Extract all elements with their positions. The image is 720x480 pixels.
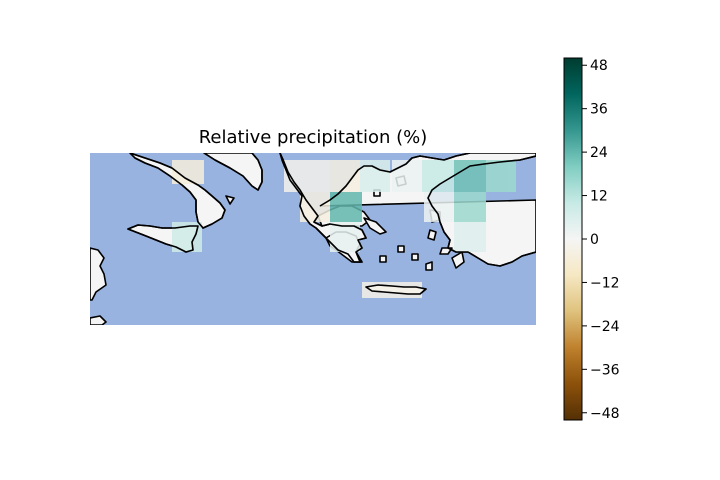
land-rhodes [451,251,465,269]
coast-aegean-north [319,153,536,267]
map-panel [90,153,536,325]
colorbar-tick-label: 12 [590,189,608,205]
colorbar-tick-label: 0 [590,232,599,248]
colorbar-tick-label: 36 [590,102,608,118]
land-island-3 [425,261,433,271]
land-africa [90,247,107,325]
chart-title: Relative precipitation (%) [199,127,428,148]
grid-cell [486,160,516,192]
colorbar: −48 −36 −24 −12 0 12 24 36 48 [563,57,620,422]
coast-italy [129,153,263,229]
land-island-1 [397,245,405,253]
grid-cell [300,160,330,192]
grid-cell [454,192,486,222]
colorbar-tick-label: −36 [590,362,620,378]
colorbar-ticks: −48 −36 −24 −12 0 12 24 36 48 [582,58,620,422]
land-island-4 [379,255,387,263]
colorbar-tick-label: −48 [590,406,620,422]
coastlines [127,153,536,295]
colorbar-gradient [563,57,583,421]
grid-cell [360,160,390,192]
land-chios [427,229,437,241]
grid-cell [392,160,422,192]
land-island-2 [411,253,419,261]
heatmap-cells [172,160,516,298]
colorbar-tick-label: −24 [590,319,620,335]
land-euboea [363,217,387,235]
colorbar-tick-label: 48 [590,58,608,74]
coast-sicily [127,224,199,253]
colorbar-tick-label: 24 [590,145,608,161]
coast-greece [279,153,367,263]
grid-cell [454,222,486,252]
colorbar-tick-label: −12 [590,275,620,291]
grid-cell [422,160,454,192]
coast-crete [365,284,427,295]
